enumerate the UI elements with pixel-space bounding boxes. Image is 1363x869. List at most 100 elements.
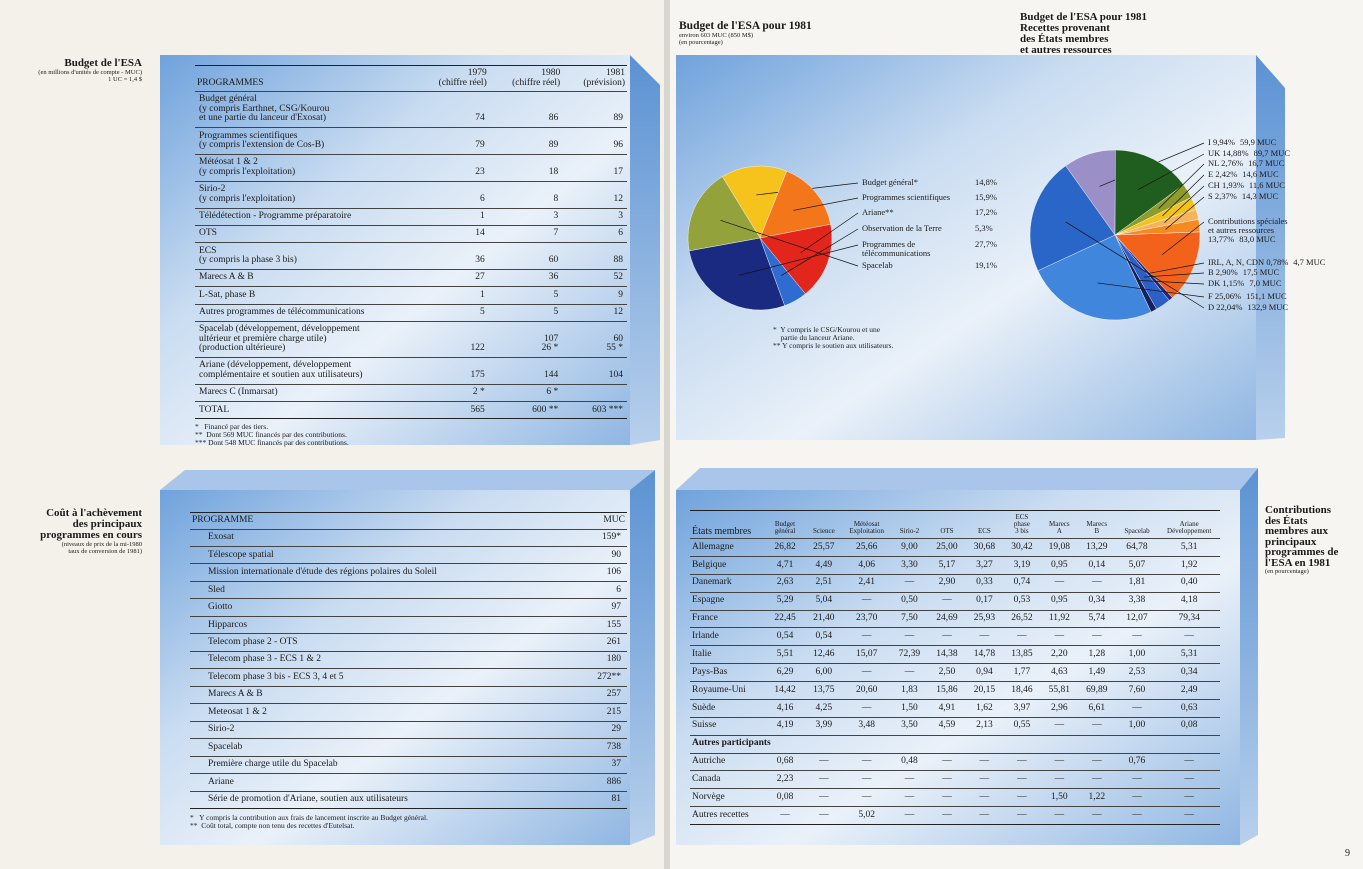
note: 1 UC = 1,4 $ — [108, 76, 142, 83]
cell: 3 — [618, 211, 623, 222]
cell: — — [979, 791, 990, 802]
cell: — — [979, 756, 990, 767]
cell: 12 — [613, 306, 624, 317]
cell: 0,34 — [1180, 666, 1198, 677]
row: Exosat 159* — [190, 529, 627, 546]
cell: 2 * — [472, 387, 485, 398]
cell: 4,59 — [938, 720, 956, 731]
header-row: PROGRAMMES 1979 (chiffre réel) 1980 (chiff… — [195, 65, 627, 92]
category: Programmes scientifiques — [862, 192, 951, 202]
pie-label: B 2,90% 17,5 MUC — [1208, 268, 1363, 277]
cell: 0,54 — [815, 631, 833, 642]
box-top — [160, 470, 655, 490]
cell: 1,92 — [1180, 559, 1198, 570]
column-header: Budget général — [774, 520, 796, 535]
pie-slice — [759, 170, 831, 239]
cell: 12,07 — [1126, 613, 1148, 624]
column-header: ECS — [977, 527, 991, 535]
category: NL — [1208, 158, 1220, 168]
amount: 59,9 MUC — [1239, 137, 1277, 147]
row: Marecs C (Inmarsat) 2 * 6 * — [195, 384, 627, 401]
cell: 1,81 — [1128, 577, 1146, 588]
cell: 2,41 — [858, 577, 875, 588]
cell: 6 — [618, 228, 623, 239]
column-header: Ariane Développement — [1167, 520, 1212, 535]
cell: Autriche — [692, 756, 726, 767]
value-label: 1,93% — [1221, 180, 1244, 190]
subheading: (niveaux de prix de la mi-1980 taux de c… — [61, 541, 142, 555]
cell: — — [861, 774, 872, 785]
row: Allemagne 26,82 25,57 25,66 9,00 25,00 30,68 30… — [690, 538, 1220, 557]
pie-slice — [688, 237, 785, 311]
cell: — — [1054, 720, 1065, 731]
table: PROGRAMME MUC Exosat 159* Télescope spatial 9… — [190, 512, 627, 809]
pie-label: CH 1,93% 11,6 MUC — [1208, 181, 1363, 190]
leader-line — [1158, 163, 1205, 209]
cell: 5 — [553, 289, 559, 300]
cell: 0,08 — [1180, 720, 1198, 731]
row: Belgique 4,71 4,49 4,06 3,30 5,17 3,27 3,19 0,95… — [690, 556, 1220, 574]
cell: 37 — [611, 759, 622, 770]
row: Telecom phase 2 - OTS 261 — [190, 633, 627, 651]
cell: Italie — [692, 648, 712, 659]
cell: 0,34 — [1088, 595, 1106, 606]
cell: 60 — [548, 255, 559, 266]
cell: 5,31 — [1180, 648, 1198, 659]
cell: 0,76 — [1128, 756, 1146, 767]
cell: 18 — [548, 166, 559, 177]
pie-label: E 2,42% 14,6 MUC — [1208, 170, 1363, 179]
cell: 0,48 — [901, 756, 918, 767]
column-header: États membres — [692, 526, 752, 537]
pie-budget-heading: Budget de l'ESA pour 1981 environ 603 MU… — [679, 20, 812, 46]
amount: 7,0 MUC — [1249, 278, 1282, 288]
cell: — — [979, 774, 990, 785]
cell: — — [904, 666, 915, 677]
cell: 26,82 — [774, 541, 796, 552]
category: Spacelab — [862, 260, 893, 270]
cell: — — [979, 631, 990, 642]
cell: 79 — [475, 140, 485, 151]
table: PROGRAMMES 1979 (chiffre réel) 1980 (chiff… — [195, 65, 627, 419]
value-label: 19,1% — [975, 260, 997, 270]
cell: — — [904, 631, 915, 642]
category: I — [1208, 137, 1211, 147]
pie-label: Budget général* 14,8% — [862, 178, 1012, 187]
category: IRL, A, N, CDN — [1208, 257, 1265, 267]
column-header: 1981 (prévision) — [583, 68, 625, 88]
cell: 14 — [475, 228, 485, 239]
cell: 1,77 — [1013, 666, 1031, 677]
budget-heading-block: Budget de l'ESA (en millions d'unités de… — [0, 58, 142, 84]
cell: Exosat — [208, 532, 234, 543]
cell: 3,19 — [1013, 559, 1031, 570]
cell: 74 — [475, 113, 485, 124]
cell: 0,63 — [1180, 702, 1198, 713]
pie-label: F 25,06% 151,1 MUC — [1208, 292, 1363, 301]
cell: — — [1132, 791, 1142, 802]
cell: — — [861, 791, 872, 802]
cell: — — [1054, 774, 1065, 785]
category: E — [1208, 169, 1214, 179]
category: Contributions spéciales et autres ressou… — [1208, 216, 1288, 235]
cell: 90 — [611, 549, 622, 560]
cell: — — [1132, 702, 1142, 713]
pie-label: Programmes scientifiques 15,9% — [862, 193, 1012, 202]
box-side — [630, 55, 660, 445]
footnote: ** Dont 569 MUC financés par des contrib… — [195, 430, 347, 440]
heading: Contributions des États membres aux prin… — [1265, 504, 1339, 569]
cell: — — [780, 809, 790, 820]
cell: Giotto — [208, 602, 233, 613]
row: Royaume-Uni 14,42 13,75 20,60 1,83 15,86 20,15… — [690, 681, 1220, 700]
footnote: * Financé par des tiers. — [195, 422, 269, 432]
row: Giotto 97 — [190, 598, 627, 616]
amount: 14,3 MUC — [1241, 191, 1279, 201]
costs-heading-block: Coût à l'achèvement des principaux progr… — [0, 508, 142, 556]
column-header: Sirio-2 — [899, 527, 920, 535]
cell: Ariane — [208, 776, 234, 787]
value-label: 2,37% — [1214, 191, 1237, 201]
cell: — — [861, 756, 872, 767]
cell: — — [1054, 631, 1065, 642]
cell: — — [1092, 720, 1102, 731]
footnote: * Y compris la contribution aux frais de… — [190, 813, 428, 823]
cell: — — [1054, 756, 1065, 767]
